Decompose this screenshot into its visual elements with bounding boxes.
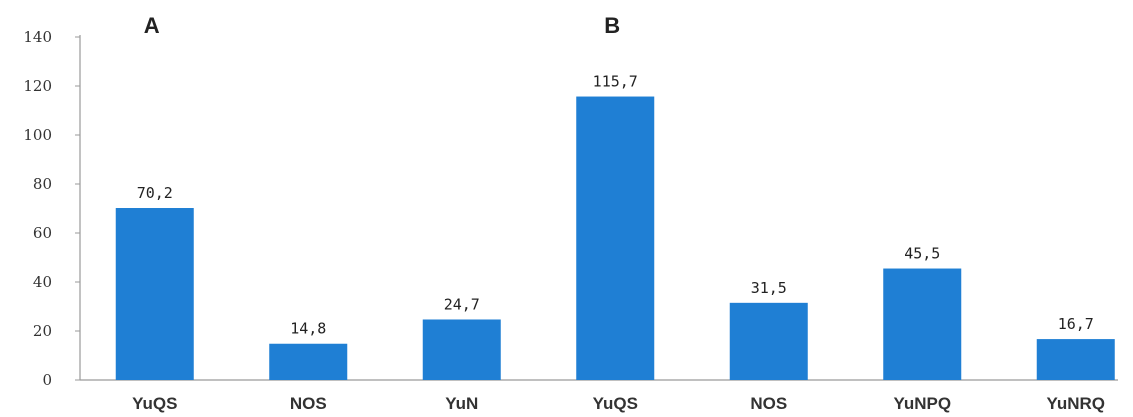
y-tick-label: 60 bbox=[33, 224, 52, 242]
data-label: 115,7 bbox=[593, 73, 638, 91]
bar bbox=[422, 319, 501, 380]
bar bbox=[269, 343, 348, 380]
panel-label: B bbox=[604, 13, 620, 38]
data-label: 70,2 bbox=[137, 184, 173, 202]
data-label: 16,7 bbox=[1058, 315, 1094, 333]
y-axis: 0 20 40 60 80 100 120 140 bbox=[23, 28, 81, 389]
data-label: 31,5 bbox=[751, 279, 787, 297]
y-tick-label: 100 bbox=[23, 126, 52, 144]
panel-label: A bbox=[144, 13, 160, 38]
y-tick-label: 80 bbox=[33, 175, 52, 193]
data-labels: 70,2 14,8 24,7 115,7 31,5 45,5 16,7 bbox=[137, 73, 1094, 338]
y-tick-label: 40 bbox=[33, 273, 52, 291]
x-tick-label: NOS bbox=[750, 394, 787, 413]
bar bbox=[1036, 339, 1115, 380]
bar bbox=[576, 96, 655, 380]
x-tick-label: YuNRQ bbox=[1046, 394, 1105, 413]
x-tick-label: YuQS bbox=[593, 394, 638, 413]
x-tick-label: NOS bbox=[290, 394, 327, 413]
data-label: 14,8 bbox=[290, 320, 326, 338]
x-tick-label: YuN bbox=[445, 394, 478, 413]
y-tick-label: 20 bbox=[33, 322, 52, 340]
x-tick-label: YuQS bbox=[132, 394, 177, 413]
bar bbox=[115, 208, 194, 380]
bar bbox=[729, 302, 808, 380]
y-tick-label: 0 bbox=[42, 371, 52, 389]
data-label: 45,5 bbox=[904, 245, 940, 263]
y-tick-label: 120 bbox=[23, 77, 52, 95]
data-label: 24,7 bbox=[444, 295, 480, 313]
category-labels: YuQS NOS YuN YuQS NOS YuNPQ YuNRQ bbox=[132, 394, 1105, 413]
bars bbox=[115, 96, 1115, 380]
bar bbox=[883, 268, 962, 380]
y-tick-label: 140 bbox=[23, 28, 52, 46]
x-tick-label: YuNPQ bbox=[893, 394, 951, 413]
